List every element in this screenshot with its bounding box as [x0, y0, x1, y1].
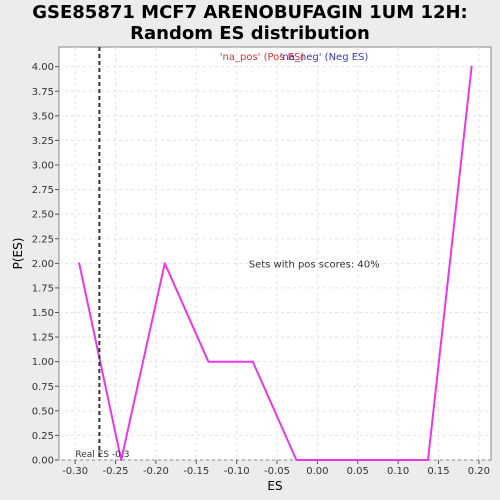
series-line [78, 66, 473, 461]
legend-neg-label: 'na_neg' (Neg ES) [280, 52, 369, 63]
y-tick-label: 0.75 [32, 382, 54, 393]
x-tick-label: -0.15 [183, 466, 209, 477]
y-tick-label: 2.50 [32, 210, 54, 221]
x-tick-label: -0.10 [224, 466, 250, 477]
title-line-2: Random ES distribution [130, 23, 370, 44]
series-point [383, 459, 386, 461]
page-title: GSE85871 MCF7 ARENOBUFAGIN 1UM 12H: Rand… [0, 2, 500, 44]
x-tick-label: -0.05 [264, 466, 290, 477]
y-tick-label: 0.25 [32, 431, 54, 442]
annotations: Real ES -0.3 'na_pos' (Pos ES)'na_neg' (N… [75, 47, 380, 460]
x-tick-label: -0.20 [143, 466, 169, 477]
y-axis-title: P(ES) [11, 238, 25, 270]
y-tick-label: 2.25 [32, 234, 54, 245]
axes: 0.00 0.25 0.50 0.75 1.00 1.25 1.50 1.75 2.00 2.25… [11, 62, 490, 493]
x-tick-label: 0.20 [468, 466, 490, 477]
y-tick-label: 1.00 [32, 357, 54, 368]
y-tick-label: 0.00 [32, 456, 54, 467]
series-point [427, 459, 430, 461]
series-point [207, 360, 210, 363]
series-point [120, 459, 123, 461]
x-tick-label: 0.00 [306, 466, 328, 477]
series-point [470, 65, 473, 68]
x-tick-label: -0.30 [62, 466, 88, 477]
y-tick-label: 0.50 [32, 406, 54, 417]
x-tick-label: 0.05 [347, 466, 369, 477]
y-tick-label: 1.25 [32, 333, 54, 344]
series-point [78, 262, 81, 265]
legend-pos-label: 'na_pos' (Pos ES) [220, 52, 305, 63]
pos-scores-annotation: Sets with pos scores: 40% [249, 259, 380, 270]
y-tick-label: 3.50 [32, 111, 54, 122]
y-tick-label: 1.50 [32, 308, 54, 319]
grid [59, 47, 491, 461]
y-tick-label: 3.00 [32, 161, 54, 172]
y-tick-label: 4.00 [32, 62, 54, 73]
x-tick-label: 0.15 [427, 466, 449, 477]
series-point [339, 459, 342, 461]
series-point [295, 459, 298, 461]
series-point [163, 262, 166, 265]
y-tick-label: 3.25 [32, 136, 54, 147]
real-es-label: Real ES -0.3 [75, 450, 129, 460]
x-tick-label: -0.25 [103, 466, 129, 477]
plot-area [58, 46, 492, 461]
series-layer [78, 65, 473, 461]
y-tick-label: 2.00 [32, 259, 54, 270]
series-point [251, 360, 254, 363]
y-tick-label: 2.75 [32, 185, 54, 196]
x-tick-label: 0.10 [387, 466, 409, 477]
y-tick-label: 1.75 [32, 283, 54, 294]
y-tick-label: 3.75 [32, 87, 54, 98]
title-line-1: GSE85871 MCF7 ARENOBUFAGIN 1UM 12H: [32, 2, 468, 23]
x-axis-title: ES [267, 479, 282, 493]
